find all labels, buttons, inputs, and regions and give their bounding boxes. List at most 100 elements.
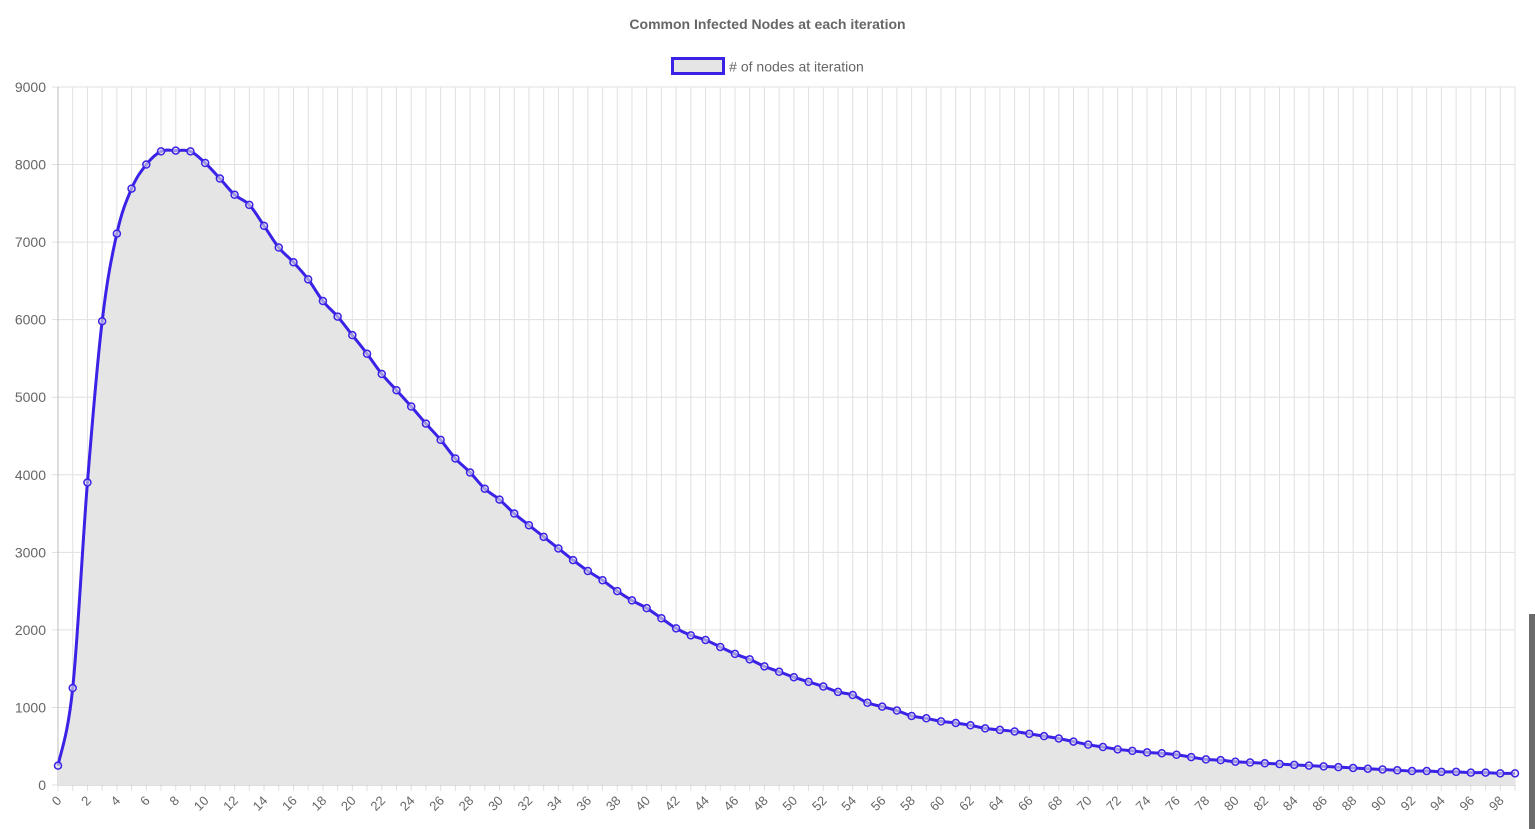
x-tick-label: 78 bbox=[1192, 793, 1213, 814]
data-point bbox=[436, 435, 445, 445]
x-tick-label: 70 bbox=[1074, 793, 1095, 814]
x-tick-label: 8 bbox=[166, 793, 182, 809]
data-point bbox=[1334, 762, 1343, 772]
data-point bbox=[789, 672, 799, 682]
series-area-fill bbox=[58, 150, 1515, 786]
x-tick-label: 66 bbox=[1015, 793, 1036, 814]
y-tick-label: 5000 bbox=[15, 389, 46, 405]
x-tick-label: 56 bbox=[868, 793, 889, 814]
data-point bbox=[215, 174, 225, 183]
x-tick-label: 24 bbox=[397, 793, 418, 814]
x-tick-label: 4 bbox=[108, 793, 124, 809]
x-tick-label: 32 bbox=[515, 793, 536, 814]
data-point bbox=[892, 706, 902, 715]
data-point bbox=[671, 624, 681, 633]
chart-title: Common Infected Nodes at each iteration bbox=[629, 16, 906, 32]
data-point bbox=[848, 690, 857, 700]
data-point bbox=[1393, 766, 1402, 775]
data-point bbox=[1231, 757, 1240, 766]
data-point bbox=[1260, 759, 1270, 768]
data-point bbox=[156, 147, 166, 156]
data-point bbox=[819, 682, 828, 691]
x-tick-label: 48 bbox=[750, 793, 771, 814]
data-point bbox=[554, 544, 563, 553]
data-point bbox=[995, 725, 1005, 735]
data-point bbox=[907, 711, 916, 721]
data-point bbox=[657, 614, 666, 623]
x-tick-label: 62 bbox=[956, 793, 977, 814]
data-point bbox=[186, 147, 195, 156]
data-point bbox=[1054, 734, 1064, 743]
x-tick-label: 90 bbox=[1368, 793, 1389, 814]
data-point bbox=[833, 687, 843, 697]
data-point bbox=[1069, 737, 1078, 746]
x-tick-label: 16 bbox=[279, 793, 300, 814]
x-tick-label: 58 bbox=[897, 793, 918, 814]
data-point bbox=[318, 296, 328, 306]
x-tick-label: 42 bbox=[662, 793, 683, 814]
data-point bbox=[1157, 748, 1167, 758]
data-point bbox=[877, 702, 887, 711]
data-point bbox=[1466, 768, 1476, 777]
x-tick-label: 20 bbox=[338, 793, 359, 814]
data-point bbox=[171, 146, 180, 155]
x-tick-label: 2 bbox=[78, 793, 94, 809]
data-point bbox=[1289, 760, 1299, 770]
data-point bbox=[142, 160, 151, 169]
data-point bbox=[1142, 748, 1152, 757]
data-point bbox=[686, 631, 696, 640]
x-tick-label: 92 bbox=[1398, 793, 1419, 814]
y-tick-label: 9000 bbox=[15, 79, 46, 95]
y-tick-label: 3000 bbox=[15, 544, 46, 560]
x-tick-label: 52 bbox=[809, 793, 830, 814]
data-point bbox=[112, 229, 122, 238]
x-tick-label: 50 bbox=[779, 793, 800, 814]
data-point bbox=[1216, 755, 1225, 765]
x-tick-label: 60 bbox=[927, 793, 948, 814]
data-point bbox=[774, 667, 784, 677]
x-tick-label: 86 bbox=[1309, 793, 1330, 814]
data-point bbox=[495, 495, 504, 504]
data-point bbox=[1128, 746, 1137, 756]
y-tick-label: 1000 bbox=[15, 699, 46, 715]
x-tick-label: 34 bbox=[544, 793, 565, 814]
data-point bbox=[804, 677, 813, 687]
data-point bbox=[1172, 750, 1181, 760]
x-tick-label: 74 bbox=[1133, 793, 1154, 814]
data-point bbox=[730, 649, 740, 659]
data-point bbox=[701, 635, 710, 645]
data-point bbox=[392, 385, 401, 395]
data-point bbox=[1510, 769, 1520, 778]
data-point bbox=[922, 714, 931, 723]
legend[interactable]: # of nodes at iteration bbox=[0, 57, 1535, 76]
x-tick-label: 10 bbox=[191, 793, 212, 814]
data-point bbox=[509, 509, 519, 518]
data-point bbox=[303, 275, 313, 284]
data-point bbox=[421, 419, 431, 428]
data-point bbox=[480, 484, 490, 493]
x-tick-label: 18 bbox=[308, 793, 329, 814]
x-tick-label: 26 bbox=[426, 793, 447, 814]
data-point bbox=[348, 330, 357, 340]
data-point bbox=[274, 243, 284, 252]
data-point bbox=[966, 721, 975, 730]
data-point bbox=[289, 258, 298, 267]
data-point bbox=[1186, 752, 1196, 762]
data-point bbox=[568, 555, 578, 565]
data-point bbox=[377, 369, 387, 379]
x-tick-label: 12 bbox=[220, 793, 241, 814]
x-tick-label: 36 bbox=[573, 793, 594, 814]
x-tick-label: 84 bbox=[1280, 793, 1301, 814]
vertical-scrollbar-thumb[interactable] bbox=[1529, 614, 1535, 829]
data-point bbox=[1437, 767, 1446, 777]
data-point bbox=[97, 316, 107, 326]
x-tick-label: 88 bbox=[1339, 793, 1360, 814]
data-point bbox=[936, 717, 946, 726]
data-point bbox=[83, 478, 92, 487]
data-point bbox=[245, 200, 254, 210]
data-point bbox=[1304, 761, 1314, 770]
x-tick-label: 68 bbox=[1044, 793, 1065, 814]
data-point bbox=[716, 642, 725, 652]
y-tick-label: 4000 bbox=[15, 467, 46, 483]
